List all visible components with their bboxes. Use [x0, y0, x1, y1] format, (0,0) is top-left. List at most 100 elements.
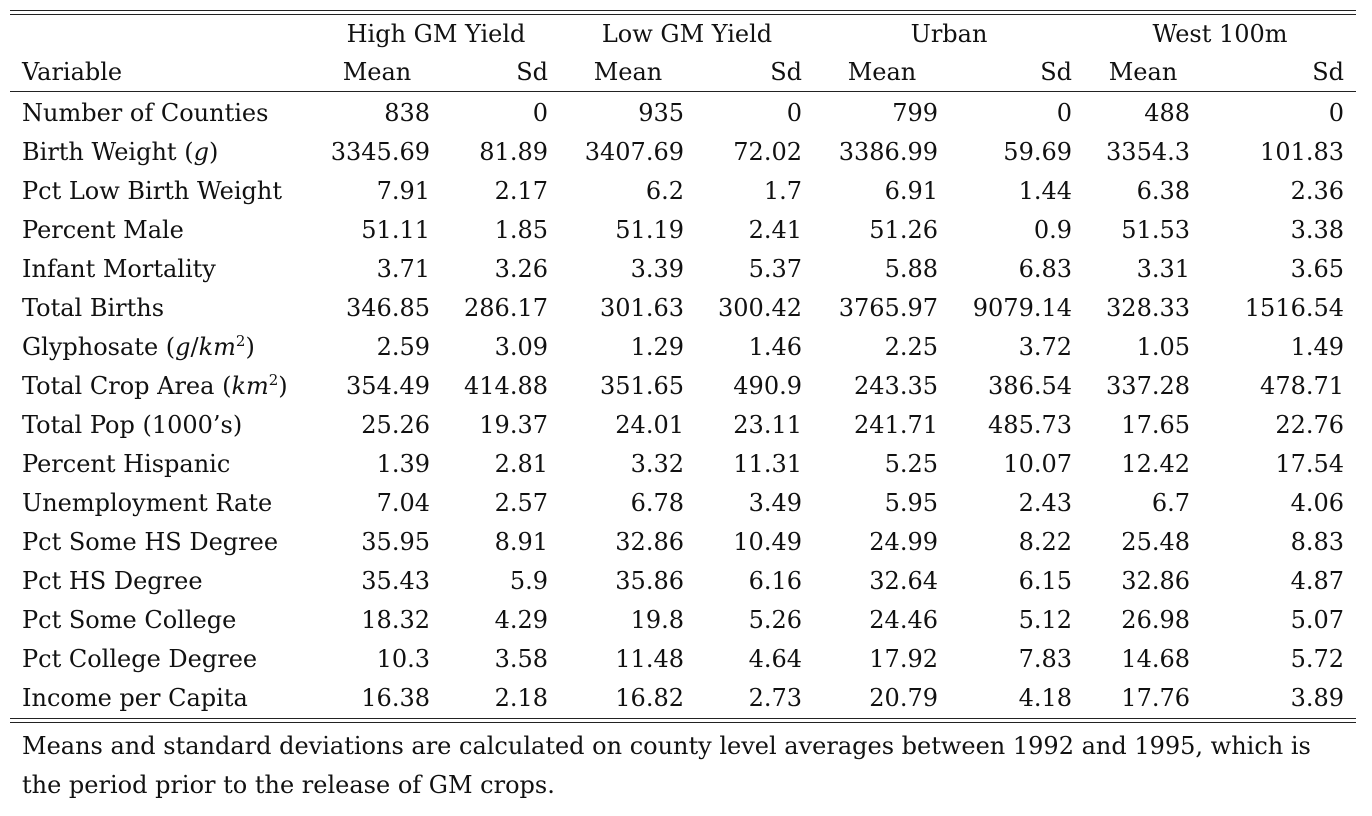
- sd-cell: 3.65: [1290, 255, 1345, 283]
- row-label: Pct Some College: [22, 606, 237, 634]
- mean-cell: 35.95: [361, 528, 430, 556]
- column-header-sd: Sd: [770, 58, 802, 86]
- sd-cell: 5.37: [748, 255, 802, 283]
- sd-cell: 0: [786, 99, 802, 127]
- mean-cell: 3765.97: [838, 294, 938, 322]
- sd-cell: 6.15: [1018, 567, 1073, 595]
- mean-cell: 2.59: [376, 333, 430, 361]
- sd-cell: 5.26: [748, 606, 802, 634]
- sd-cell: 3.72: [1018, 333, 1073, 361]
- sd-cell: 5.9: [509, 567, 548, 595]
- sd-cell: 10.07: [1003, 450, 1073, 478]
- group-header-high-gm-yield: High GM Yield: [346, 20, 526, 48]
- table-row: Total Pop (1000’s) 25.26 19.37 24.01 23.11 24…: [10, 406, 1356, 445]
- mean-cell: 35.43: [361, 567, 430, 595]
- sd-cell: 6.83: [1018, 255, 1073, 283]
- mean-cell: 18.32: [361, 606, 430, 634]
- mean-cell: 20.79: [869, 684, 938, 712]
- mean-cell: 17.76: [1121, 684, 1191, 712]
- sd-cell: 414.88: [464, 372, 548, 400]
- sd-cell: 1.49: [1290, 333, 1345, 361]
- mean-cell: 51.11: [361, 216, 430, 244]
- column-header-mean: Mean: [342, 58, 412, 86]
- mean-cell: 3.31: [1136, 255, 1191, 283]
- mean-cell: 337.28: [1106, 372, 1191, 400]
- mean-cell: 24.01: [615, 411, 684, 439]
- mean-cell: 32.86: [1121, 567, 1191, 595]
- empty-corner-cell: [10, 15, 312, 53]
- row-label: Income per Capita: [22, 684, 248, 712]
- sd-cell: 2.73: [748, 684, 802, 712]
- summary-statistics-table-container: High GM Yield Low GM Yield Urban West 10…: [10, 10, 1357, 805]
- sd-cell: 2.41: [748, 216, 802, 244]
- top-double-rule: [10, 10, 1356, 15]
- sd-cell: 8.91: [494, 528, 548, 556]
- sd-cell: 2.18: [494, 684, 548, 712]
- row-label: Total Crop Area (km2): [22, 371, 288, 400]
- sd-cell: 19.37: [479, 411, 548, 439]
- sd-cell: 3.89: [1290, 684, 1345, 712]
- sd-cell: 0: [1328, 99, 1345, 127]
- mean-cell: 51.26: [869, 216, 938, 244]
- mean-cell: 5.95: [884, 489, 938, 517]
- sd-cell: 490.9: [733, 372, 802, 400]
- mean-cell: 51.53: [1121, 216, 1191, 244]
- table-row: Pct College Degree 10.3 3.58 11.48 4.64 17.92…: [10, 640, 1356, 679]
- mean-cell: 301.63: [600, 294, 684, 322]
- sd-cell: 485.73: [988, 411, 1073, 439]
- table-row: Percent Male 51.11 1.85 51.19 2.41 51.26 0.9 51…: [10, 211, 1356, 250]
- sd-cell: 0.9: [1033, 216, 1073, 244]
- sd-cell: 2.17: [494, 177, 548, 205]
- table-row: Pct HS Degree 35.43 5.9 35.86 6.16 32.64 6.15 3…: [10, 562, 1356, 601]
- sd-cell: 4.64: [748, 645, 802, 673]
- mean-cell: 35.86: [615, 567, 684, 595]
- group-header-low-gm-yield: Low GM Yield: [601, 20, 773, 48]
- mean-cell: 1.29: [630, 333, 684, 361]
- mean-cell: 26.98: [1121, 606, 1191, 634]
- mean-cell: 3345.69: [330, 138, 430, 166]
- group-header-row: High GM Yield Low GM Yield Urban West 10…: [10, 15, 1356, 53]
- header-rule: [10, 91, 1357, 92]
- table-body: Number of Counties 838 0 935 0 799 0 488 0 Birth …: [10, 92, 1356, 718]
- sd-cell: 2.81: [494, 450, 548, 478]
- mean-cell: 3.71: [376, 255, 430, 283]
- sd-cell: 1.44: [1018, 177, 1073, 205]
- sd-cell: 4.87: [1290, 567, 1345, 595]
- row-label: Pct HS Degree: [22, 567, 203, 595]
- mean-cell: 6.78: [630, 489, 684, 517]
- mean-cell: 241.71: [854, 411, 938, 439]
- mean-cell: 24.99: [869, 528, 938, 556]
- mean-cell: 2.25: [884, 333, 938, 361]
- sd-cell: 3.49: [748, 489, 802, 517]
- mean-cell: 1.39: [376, 450, 430, 478]
- table-row: Unemployment Rate 7.04 2.57 6.78 3.49 5.95 2.4…: [10, 484, 1356, 523]
- mean-cell: 3354.3: [1106, 138, 1191, 166]
- table-row: Total Crop Area (km2) 354.49 414.88 351.65 4…: [10, 367, 1356, 406]
- mean-cell: 799: [892, 99, 938, 127]
- table-row: Pct Low Birth Weight 7.91 2.17 6.2 1.7 6.91 1.…: [10, 172, 1356, 211]
- sd-cell: 9079.14: [972, 294, 1073, 322]
- sd-cell: 3.58: [494, 645, 548, 673]
- row-label: Pct Low Birth Weight: [22, 177, 282, 205]
- sd-cell: 4.06: [1290, 489, 1345, 517]
- row-label: Birth Weight (g): [22, 138, 219, 166]
- column-header-row: Variable Mean Sd Mean Sd Mean Sd Mean Sd: [10, 53, 1356, 91]
- table-row: Infant Mortality 3.71 3.26 3.39 5.37 5.88 6.83…: [10, 250, 1356, 289]
- sd-cell: 7.83: [1018, 645, 1073, 673]
- sd-cell: 2.36: [1290, 177, 1345, 205]
- row-label: Total Pop (1000’s): [22, 411, 243, 439]
- mean-cell: 25.48: [1121, 528, 1191, 556]
- sd-cell: 3.26: [494, 255, 548, 283]
- sd-cell: 2.43: [1018, 489, 1073, 517]
- table-row: Income per Capita 16.38 2.18 16.82 2.73 20.79…: [10, 679, 1356, 718]
- mean-cell: 7.91: [376, 177, 430, 205]
- row-label: Number of Counties: [22, 99, 269, 127]
- sd-cell: 2.57: [494, 489, 548, 517]
- sd-cell: 17.54: [1275, 450, 1345, 478]
- mean-cell: 32.64: [869, 567, 938, 595]
- column-header-mean: Mean: [847, 58, 917, 86]
- mean-cell: 935: [638, 99, 684, 127]
- mean-cell: 5.25: [884, 450, 938, 478]
- sd-cell: 300.42: [718, 294, 802, 322]
- mean-cell: 32.86: [615, 528, 684, 556]
